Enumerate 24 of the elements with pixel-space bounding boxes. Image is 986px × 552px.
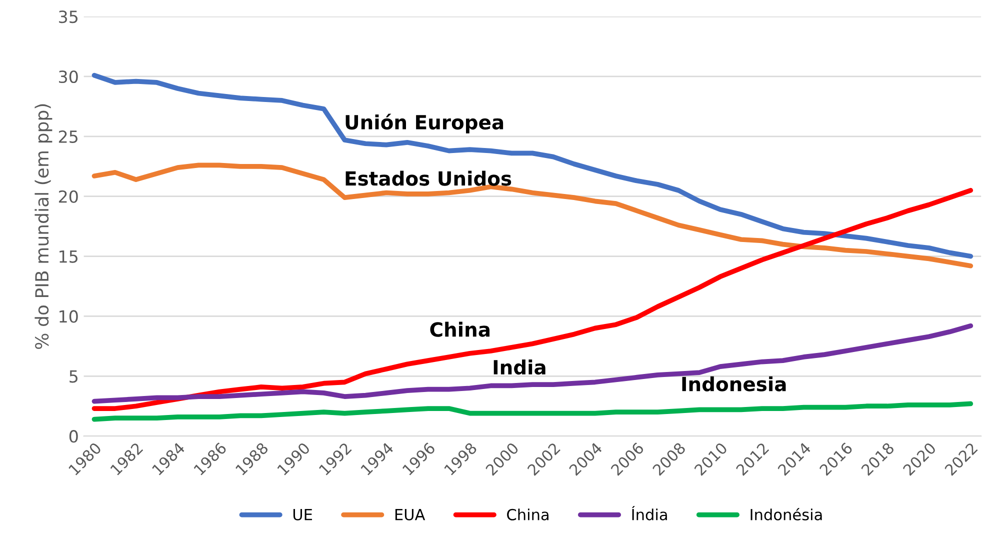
y-tick-label: 0 [69,430,78,443]
annotation: China [430,322,490,337]
y-axis-title: % do PIB mundial (em ppp) [34,104,52,349]
y-tick-label: 30 [59,70,78,84]
line-series [92,401,974,422]
line-series [92,72,974,259]
legend-label: UE [293,509,312,520]
annotation: India [494,360,546,375]
line-series [92,162,974,268]
y-tick-label: 25 [58,130,78,143]
annotation: Indonesia [682,376,786,392]
legend-label: China [507,508,548,520]
legend-label: Indonésia [750,508,822,520]
line-series [92,188,974,411]
legend-label: Índia [632,506,667,520]
y-tick-label: 15 [60,250,78,263]
y-tick-label: 20 [58,190,78,203]
y-tick-label: 35 [59,10,78,24]
y-tick-label: 10 [60,310,78,323]
annotation: Estados Unidos [346,170,512,186]
line-series [92,323,974,404]
y-tick-label: 5 [70,370,78,383]
legend-label: EUA [395,509,426,520]
annotation: Unión Europea [346,114,504,134]
